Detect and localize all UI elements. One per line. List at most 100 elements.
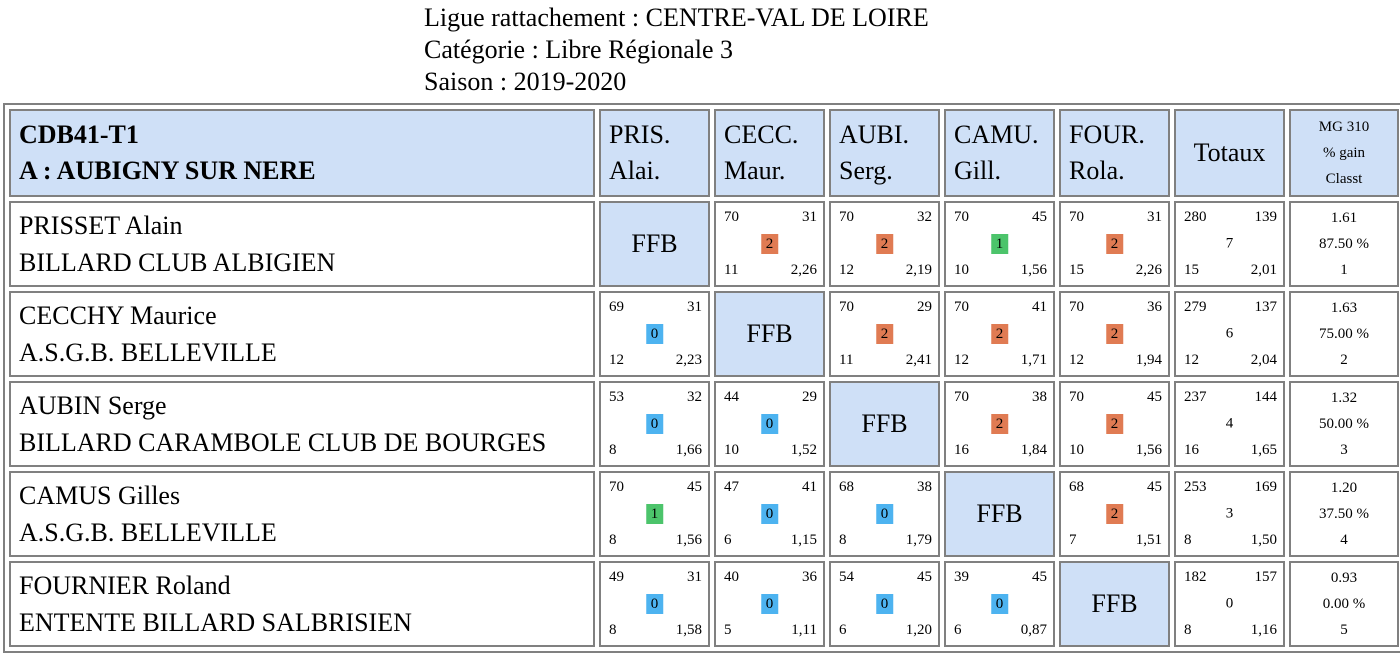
column-head-player: PRIS. Alai. xyxy=(599,109,710,197)
points-scored: 70 xyxy=(954,209,969,225)
totals-cell: 237 144 4 16 1,65 xyxy=(1174,381,1285,467)
mg-cell: 1.20 37.50 % 4 xyxy=(1289,471,1399,557)
gain-percent: 37.50 % xyxy=(1319,506,1369,522)
player-cell: AUBIN Serge BILLARD CARAMBOLE CLUB DE BOU… xyxy=(9,381,595,467)
opponent-points: 31 xyxy=(687,299,702,315)
ffb-self-cell: FFB xyxy=(599,201,710,287)
total-opponent-points: 139 xyxy=(1254,209,1278,225)
column-head-firstname: Serg. xyxy=(839,156,893,185)
innings: 10 xyxy=(724,442,739,458)
saison-line: Saison : 2019-2020 xyxy=(424,67,627,96)
total-opponent-points: 157 xyxy=(1254,569,1278,585)
column-head-player: FOUR. Rola. xyxy=(1059,109,1170,197)
results-table: CDB41-T1 A : AUBIGNY SUR NERE PRIS. Alai. CE… xyxy=(3,103,1400,653)
mg-average: 1.63 xyxy=(1330,300,1358,316)
opponent-points: 38 xyxy=(917,479,932,495)
player-cell: FOURNIER Roland ENTENTE BILLARD SALBRISIE… xyxy=(9,561,595,647)
ffb-self-cell: FFB xyxy=(1059,561,1170,647)
match-result-cell: 70 45 2 10 1,56 xyxy=(1059,381,1170,467)
total-match-points: 7 xyxy=(1225,235,1234,252)
points-scored: 70 xyxy=(1069,299,1084,315)
opponent-points: 45 xyxy=(1147,389,1162,405)
match-average: 1,71 xyxy=(1020,352,1047,368)
opponent-points: 31 xyxy=(687,569,702,585)
mg-head-line2: % gain xyxy=(1322,145,1366,161)
total-points: 280 xyxy=(1184,209,1207,225)
match-average: 1,58 xyxy=(675,622,702,638)
innings: 8 xyxy=(609,442,617,458)
player-club: BILLARD CLUB ALBIGIEN xyxy=(19,248,336,277)
match-result-cell: 54 45 0 6 1,20 xyxy=(829,561,940,647)
innings: 12 xyxy=(609,352,624,368)
match-points-badge: 0 xyxy=(875,594,894,614)
total-points: 237 xyxy=(1184,389,1207,405)
player-row: CECCHY Maurice A.S.G.B. BELLEVILLE 69 31 0 12… xyxy=(9,291,1399,377)
opponent-points: 36 xyxy=(1147,299,1162,315)
column-head-player: CECC. Maur. xyxy=(714,109,825,197)
match-points-badge: 2 xyxy=(1105,324,1124,344)
opponent-points: 45 xyxy=(687,479,702,495)
player-name: CECCHY Maurice xyxy=(19,301,217,330)
points-scored: 39 xyxy=(954,569,969,585)
total-match-points: 6 xyxy=(1225,325,1234,342)
match-average: 1,66 xyxy=(675,442,702,458)
gain-percent: 75.00 % xyxy=(1319,326,1369,342)
ligue-line: Ligue rattachement : CENTRE-VAL DE LOIRE xyxy=(424,3,929,32)
opponent-points: 45 xyxy=(1032,209,1047,225)
opponent-points: 29 xyxy=(917,299,932,315)
innings: 11 xyxy=(724,262,739,278)
ffb-self-cell: FFB xyxy=(714,291,825,377)
player-cell: CAMUS Gilles A.S.G.B. BELLEVILLE xyxy=(9,471,595,557)
match-points-badge: 2 xyxy=(990,324,1009,344)
ffb-self-cell: FFB xyxy=(829,381,940,467)
table-code: CDB41-T1 xyxy=(19,120,139,149)
match-result-cell: 69 31 0 12 2,23 xyxy=(599,291,710,377)
match-average: 1,56 xyxy=(1135,442,1162,458)
innings: 7 xyxy=(1069,532,1077,548)
points-scored: 70 xyxy=(954,389,969,405)
player-cell: CECCHY Maurice A.S.G.B. BELLEVILLE xyxy=(9,291,595,377)
points-scored: 70 xyxy=(839,209,854,225)
competition-header: Ligue rattachement : CENTRE-VAL DE LOIRE… xyxy=(424,2,929,98)
innings: 12 xyxy=(954,352,969,368)
opponent-points: 31 xyxy=(802,209,817,225)
ffb-self-cell: FFB xyxy=(944,471,1055,557)
points-scored: 68 xyxy=(1069,479,1084,495)
gain-percent: 50.00 % xyxy=(1319,416,1369,432)
player-name: PRISSET Alain xyxy=(19,211,183,240)
opponent-points: 45 xyxy=(917,569,932,585)
total-opponent-points: 169 xyxy=(1254,479,1278,495)
match-average: 1,51 xyxy=(1135,532,1162,548)
innings: 8 xyxy=(839,532,847,548)
points-scored: 69 xyxy=(609,299,624,315)
match-points-badge: 0 xyxy=(760,414,779,434)
opponent-points: 45 xyxy=(1032,569,1047,585)
player-club: A.S.G.B. BELLEVILLE xyxy=(19,338,277,367)
player-row: AUBIN Serge BILLARD CARAMBOLE CLUB DE BOU… xyxy=(9,381,1399,467)
gain-percent: 0.00 % xyxy=(1322,596,1366,612)
ranking: 5 xyxy=(1340,622,1348,638)
match-average: 2,26 xyxy=(1135,262,1162,278)
points-scored: 70 xyxy=(1069,389,1084,405)
match-points-badge: 0 xyxy=(645,324,664,344)
column-head-surname: CAMU. xyxy=(954,120,1039,149)
match-result-cell: 49 31 0 8 1,58 xyxy=(599,561,710,647)
match-points-badge: 2 xyxy=(760,234,779,254)
match-average: 2,41 xyxy=(905,352,932,368)
innings: 5 xyxy=(724,622,732,638)
opponent-points: 41 xyxy=(802,479,817,495)
points-scored: 40 xyxy=(724,569,739,585)
player-club: A.S.G.B. BELLEVILLE xyxy=(19,518,277,547)
match-result-cell: 44 29 0 10 1,52 xyxy=(714,381,825,467)
match-result-cell: 40 36 0 5 1,11 xyxy=(714,561,825,647)
general-average: 1,65 xyxy=(1250,442,1277,458)
table-location: A : AUBIGNY SUR NERE xyxy=(19,156,316,185)
ranking: 3 xyxy=(1340,442,1348,458)
total-points: 182 xyxy=(1184,569,1207,585)
match-points-badge: 0 xyxy=(645,414,664,434)
points-scored: 49 xyxy=(609,569,624,585)
column-head-surname: FOUR. xyxy=(1069,120,1145,149)
opponent-points: 31 xyxy=(1147,209,1162,225)
mg-head-line3: Classt xyxy=(1325,171,1363,187)
match-result-cell: 70 32 2 12 2,19 xyxy=(829,201,940,287)
